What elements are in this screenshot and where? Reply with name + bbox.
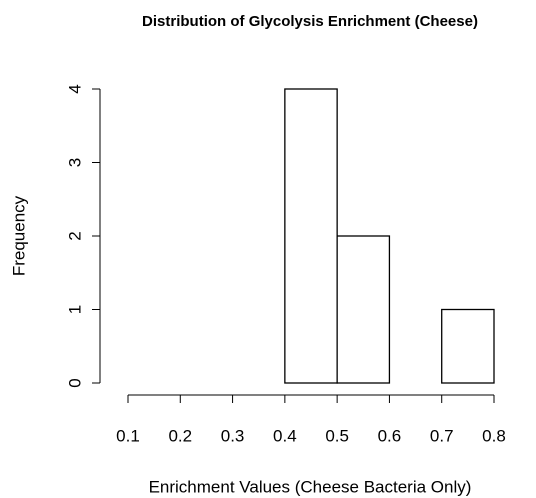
- bar: [284, 88, 338, 384]
- y-tick-label: 0: [65, 378, 84, 387]
- y-tick-label: 3: [65, 158, 84, 167]
- x-tick-label: 0.3: [221, 426, 245, 445]
- y-tick-label: 2: [65, 231, 84, 240]
- chart-title: Distribution of Glycolysis Enrichment (C…: [142, 13, 478, 30]
- x-tick-label: 0.2: [168, 426, 192, 445]
- bar: [441, 308, 495, 384]
- bar: [336, 235, 391, 384]
- y-tick-label: 4: [65, 84, 84, 93]
- x-tick-label: 0.7: [430, 426, 454, 445]
- x-tick-label: 0.8: [482, 426, 506, 445]
- y-axis-label: Frequency: [9, 195, 28, 276]
- x-tick-label: 0.5: [325, 426, 349, 445]
- y-tick-label: 1: [65, 305, 84, 314]
- x-tick-label: 0.4: [273, 426, 297, 445]
- x-tick-label: 0.1: [116, 426, 140, 445]
- x-axis-label: Enrichment Values (Cheese Bacteria Only): [149, 477, 472, 496]
- x-tick-label: 0.6: [378, 426, 402, 445]
